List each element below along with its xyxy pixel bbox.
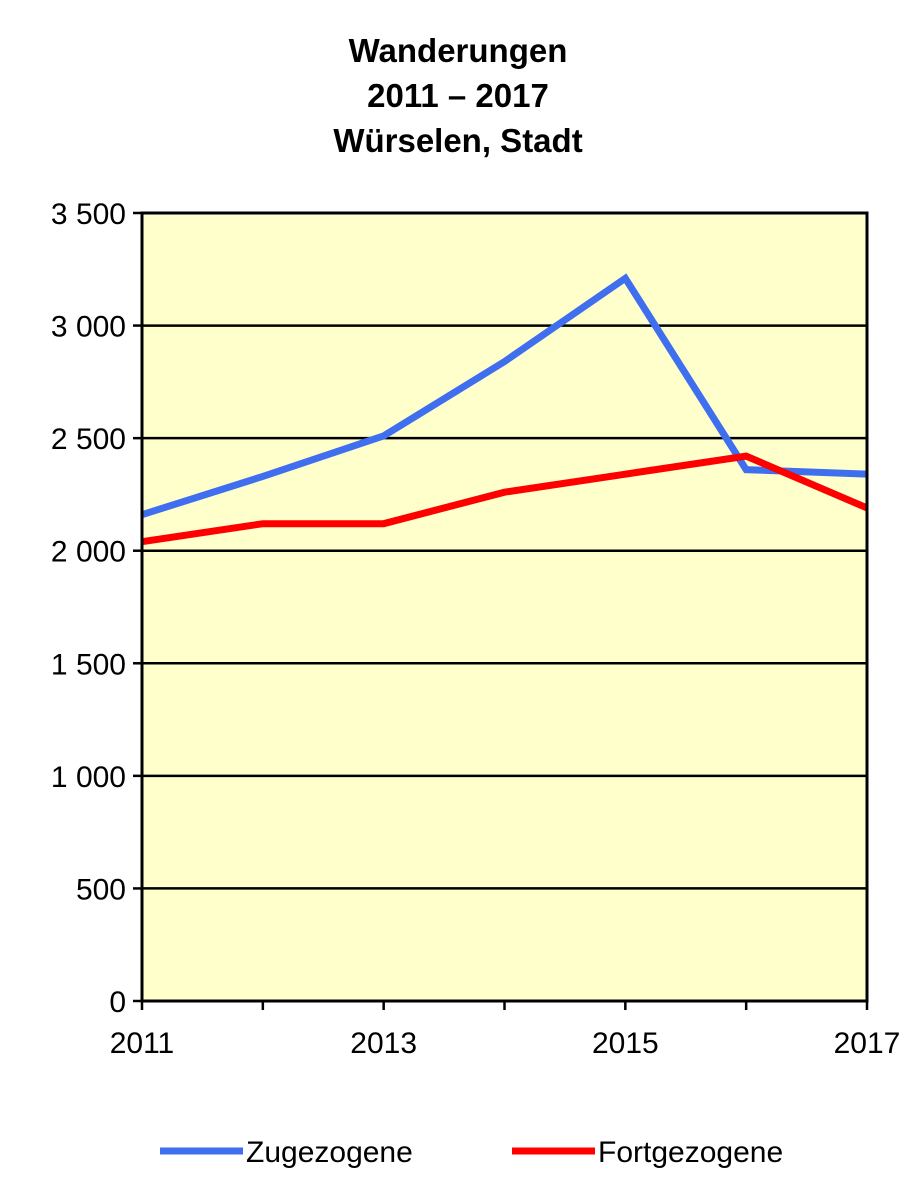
y-tick-label: 500: [76, 873, 126, 906]
y-tick-label: 2 500: [51, 423, 126, 456]
series-line-zugezogene: [140, 273, 868, 519]
chart-title: Wanderungen 2011 – 2017 Würselen, Stadt: [0, 28, 916, 163]
series-line-fortgezogene: [141, 452, 869, 546]
title-line-1: Wanderungen: [348, 32, 568, 69]
legend-label: Fortgezogene: [598, 1136, 783, 1169]
y-tick-label: 3 000: [51, 311, 126, 344]
y-tick-label: 1 500: [51, 648, 126, 681]
title-line-3: Würselen, Stadt: [333, 122, 583, 159]
gridlines: [142, 211, 867, 890]
x-tick-label: 2015: [592, 1027, 659, 1060]
x-tick-label: 2013: [350, 1027, 417, 1060]
title-line-2: 2011 – 2017: [367, 77, 549, 114]
legend-label: Zugezogene: [246, 1136, 413, 1169]
legend: Zugezogene Fortgezogene: [160, 1136, 783, 1169]
plot-area: [142, 213, 867, 1001]
y-tick-label: 2 000: [51, 536, 126, 569]
y-tick-label: 1 000: [51, 761, 126, 794]
x-tick-label: 2011: [110, 1027, 175, 1060]
y-tick-label: 0: [109, 986, 126, 1019]
series-lines: [140, 273, 869, 546]
y-tick-label: 3 500: [51, 198, 126, 231]
x-tick-label: 2017: [834, 1027, 901, 1060]
axes: 0 500 1 000 1 500 2 000 2 500 3 000 3 500 2011 20…: [51, 198, 900, 1060]
